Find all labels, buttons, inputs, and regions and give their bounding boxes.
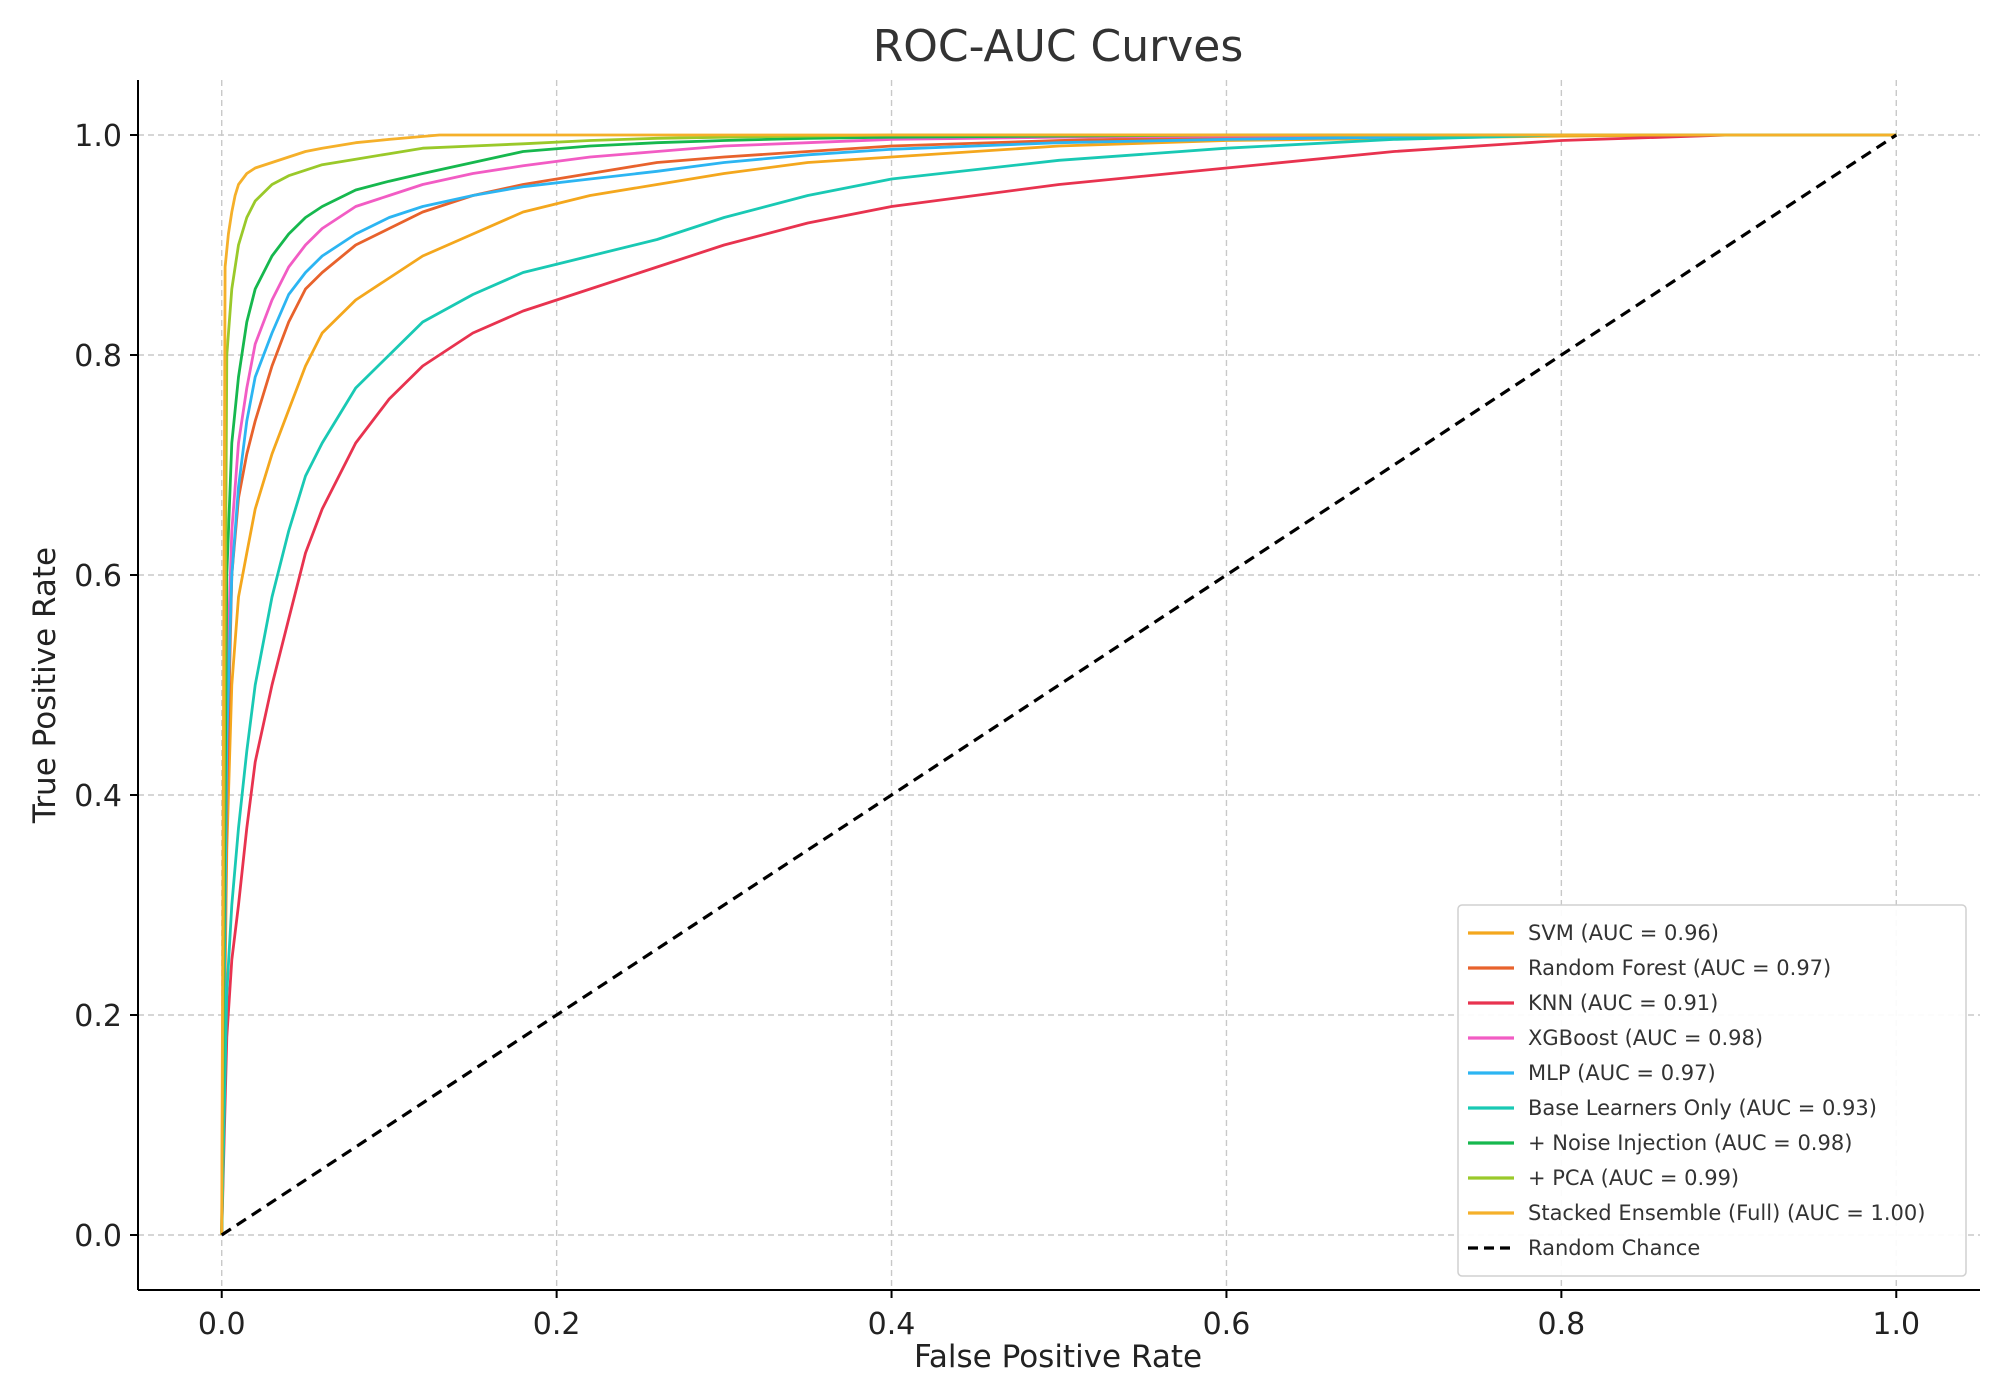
- tick-labels: 0.0 0.2 0.4 0.6 0.8 1.0 0.0 0.2 0.4 0.6 0.8 1.0: [74, 119, 1920, 1342]
- x-tick-label-0: 0.0: [198, 1307, 246, 1342]
- legend-label-8: Stacked Ensemble (Full) (AUC = 1.00): [1528, 1201, 1925, 1225]
- series-lines: [220, 133, 1898, 1237]
- legend-box: [1457, 904, 1967, 1277]
- series-line-4: [220, 133, 1897, 1236]
- x-tick-label-2: 0.4: [868, 1307, 916, 1342]
- legend-label-6: + Noise Injection (AUC = 0.98): [1528, 1131, 1852, 1155]
- series-line-0: [220, 133, 1897, 1236]
- y-tick-label-5: 1.0: [74, 119, 122, 154]
- legend-label-2: KNN (AUC = 0.91): [1528, 991, 1718, 1015]
- y-tick-label-2: 0.4: [74, 779, 122, 814]
- legend-label-1: Random Forest (AUC = 0.97): [1528, 956, 1831, 980]
- chart-title: ROC-AUC Curves: [873, 21, 1244, 72]
- legend: SVM (AUC = 0.96) Random Forest (AUC = 0.9…: [1457, 904, 1967, 1277]
- legend-label-7: + PCA (AUC = 0.99): [1528, 1166, 1739, 1190]
- x-tick-label-4: 0.8: [1538, 1307, 1586, 1342]
- x-axis-title: False Positive Rate: [914, 1339, 1202, 1375]
- legend-label-3: XGBoost (AUC = 0.98): [1528, 1026, 1763, 1050]
- y-tick-label-3: 0.6: [74, 559, 122, 594]
- legend-label-0: SVM (AUC = 0.96): [1528, 921, 1719, 945]
- y-axis-title: True Positive Rate: [27, 547, 63, 824]
- legend-label-5: Base Learners Only (AUC = 0.93): [1528, 1096, 1877, 1120]
- legend-label-9: Random Chance: [1528, 1236, 1700, 1260]
- series-line-9: [220, 133, 1898, 1237]
- y-tick-label-1: 0.2: [74, 999, 122, 1034]
- legend-label-4: MLP (AUC = 0.97): [1528, 1061, 1716, 1085]
- series-line-5: [220, 133, 1897, 1236]
- x-tick-label-1: 0.2: [533, 1307, 581, 1342]
- x-tick-label-5: 1.0: [1872, 1307, 1920, 1342]
- series-line-2: [220, 133, 1897, 1236]
- series-line-1: [220, 133, 1897, 1236]
- x-tick-label-3: 0.6: [1203, 1307, 1251, 1342]
- axes: [137, 80, 1980, 1291]
- y-tick-label-0: 0.0: [74, 1219, 122, 1254]
- y-tick-label-4: 0.8: [74, 339, 122, 374]
- series-line-8: [220, 133, 1897, 1236]
